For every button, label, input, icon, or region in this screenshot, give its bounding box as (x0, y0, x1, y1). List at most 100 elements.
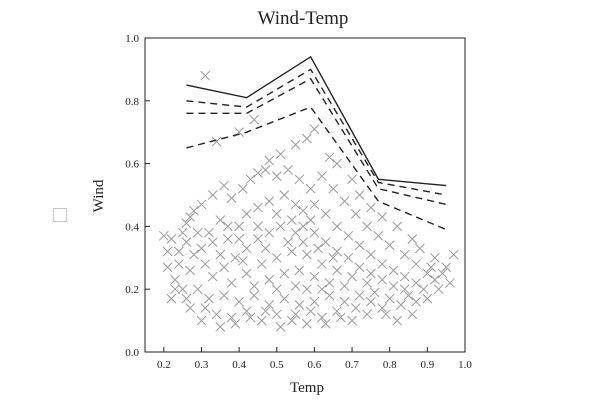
scatter-point (377, 259, 388, 269)
scatter-point (166, 293, 177, 304)
scatter-point (377, 274, 388, 285)
scatter-point (343, 252, 354, 263)
y-tick-label: 0.6 (125, 159, 139, 171)
scatter-point (226, 312, 237, 323)
scatter-point (256, 315, 267, 326)
scatter-point (207, 237, 218, 247)
scatter-point (283, 237, 293, 247)
scatter-point (234, 296, 244, 307)
x-axis-label: Temp (290, 380, 324, 396)
scatter-point (298, 221, 308, 232)
scatter-point (241, 268, 252, 279)
scatter-point (335, 312, 346, 323)
scatter-point (290, 139, 301, 150)
scatter-point (174, 259, 184, 269)
scatter-points (158, 70, 459, 332)
scatter-point (290, 199, 301, 210)
scatter-point (354, 262, 365, 273)
scatter-point (185, 303, 196, 313)
scatter-point (275, 221, 286, 232)
scatter-point (286, 215, 297, 225)
scatter-point (362, 221, 372, 232)
scatter-point (305, 183, 316, 194)
scatter-point (437, 268, 448, 279)
scatter-point (332, 158, 342, 169)
scatter-point (290, 227, 301, 238)
plot-frame (144, 37, 466, 353)
checkbox[interactable] (53, 208, 67, 222)
solid-line (186, 55, 447, 187)
scatter-point (388, 265, 399, 276)
scatter-point (290, 309, 301, 320)
scatter-point (320, 318, 331, 329)
scatter-point (253, 168, 263, 178)
scatter-point (207, 190, 218, 200)
scatter-point (200, 70, 211, 81)
scatter-point (222, 234, 233, 244)
scatter-point (264, 155, 275, 166)
scatter-point (294, 174, 305, 185)
scatter-point (215, 322, 226, 332)
x-tick-label: 0.4 (232, 359, 246, 371)
scatter-point (324, 278, 335, 288)
scatter-point (271, 284, 282, 295)
scatter-point (177, 227, 188, 238)
scatter-point (403, 290, 414, 301)
scatter-point (430, 252, 440, 263)
x-tick-label: 0.9 (420, 359, 434, 371)
scatter-point (320, 237, 331, 247)
scatter-point (219, 180, 229, 191)
y-tick-label: 0.0 (125, 347, 139, 359)
scatter-point (204, 227, 214, 238)
scatter-point (222, 221, 233, 232)
scatter-point (249, 290, 260, 301)
scatter-point (399, 249, 410, 260)
scatter-point (253, 202, 263, 213)
scatter-point (192, 284, 203, 295)
scatter-point (211, 309, 222, 320)
scatter-point (264, 300, 275, 310)
y-tick-label: 0.4 (125, 221, 139, 233)
scatter-point (215, 249, 226, 260)
scatter-point (253, 221, 263, 232)
scatter-point (279, 293, 290, 304)
scatter-point (430, 274, 440, 285)
scatter-point (313, 243, 324, 254)
scatter-point (241, 306, 252, 317)
scatter-point (373, 230, 384, 241)
scatter-point (317, 312, 327, 323)
scatter-point (253, 234, 263, 244)
scatter-point (290, 281, 301, 291)
scatter-point (354, 290, 365, 301)
scatter-point (441, 262, 452, 273)
x-tick-label: 1.0 (458, 359, 472, 371)
scatter-point (271, 252, 282, 263)
scatter-point (241, 208, 252, 219)
scatter-point (350, 303, 361, 313)
scatter-point (388, 281, 399, 291)
scatter-point (377, 212, 388, 222)
scatter-point (219, 262, 229, 273)
x-tick-label: 0.8 (383, 359, 397, 371)
scatter-point (192, 227, 203, 238)
scatter-point (196, 315, 207, 326)
scatter-point (369, 287, 380, 298)
scatter-point (309, 227, 320, 238)
scatter-point (283, 165, 293, 175)
scatter-point (309, 199, 320, 210)
scatter-point (162, 246, 173, 257)
scatter-point (305, 215, 316, 225)
scatter-point (260, 243, 271, 254)
scatter-point (407, 309, 418, 320)
chart-title: Wind-Temp (258, 8, 349, 29)
scatter-point (264, 227, 275, 238)
scatter-point (234, 234, 244, 244)
scatter-point (215, 215, 226, 225)
scatter-point (271, 171, 282, 182)
scatter-point (384, 293, 395, 304)
scatter-point (347, 271, 357, 282)
scatter-point (302, 133, 312, 144)
scatter-point (226, 278, 237, 288)
scatter-point (211, 136, 222, 147)
